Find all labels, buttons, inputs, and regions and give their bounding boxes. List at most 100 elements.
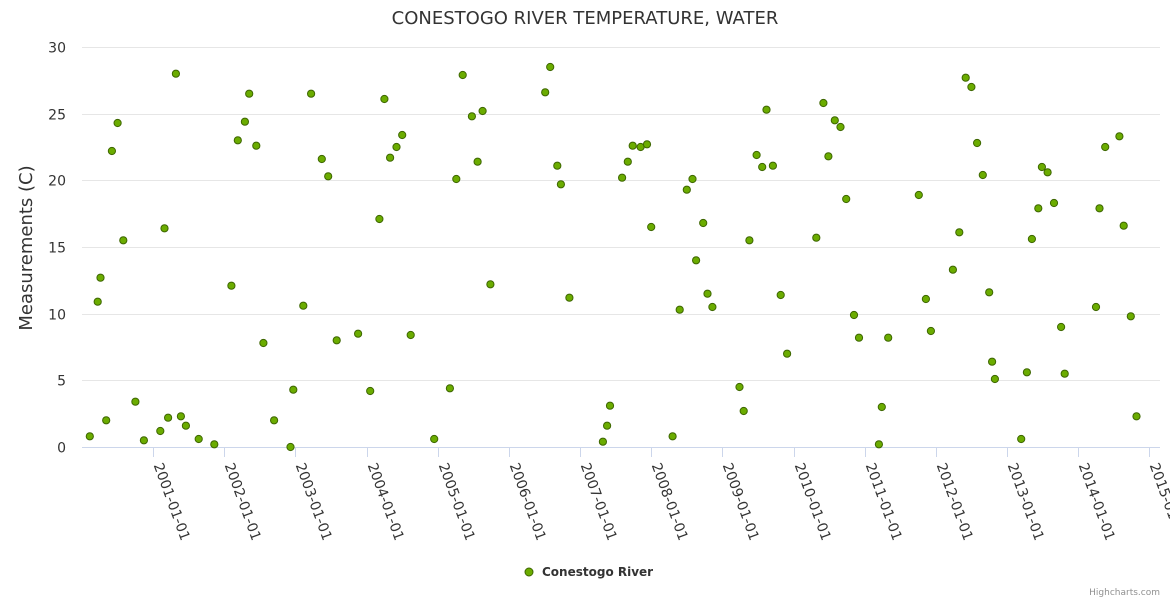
data-point[interactable] (307, 89, 316, 98)
data-point[interactable] (978, 170, 987, 180)
data-point[interactable] (745, 236, 754, 245)
credits-link[interactable]: Highcharts.com (1089, 588, 1160, 598)
data-point[interactable] (332, 336, 341, 345)
data-point[interactable] (406, 330, 415, 340)
data-point[interactable] (752, 150, 761, 160)
legend-label[interactable]: Conestogo River (542, 565, 653, 579)
data-point[interactable] (1017, 434, 1026, 444)
data-point[interactable] (445, 384, 454, 393)
data-point[interactable] (240, 117, 249, 126)
data-point[interactable] (884, 333, 893, 342)
data-point[interactable] (675, 305, 684, 314)
data-point[interactable] (836, 122, 845, 132)
data-point[interactable] (164, 413, 173, 422)
data-point[interactable] (1057, 322, 1066, 332)
data-point[interactable] (1060, 369, 1069, 378)
data-point[interactable] (259, 338, 268, 348)
data-point[interactable] (842, 194, 851, 204)
data-point[interactable] (874, 440, 884, 449)
data-point[interactable] (96, 273, 105, 282)
data-point[interactable] (380, 94, 389, 104)
data-point[interactable] (366, 386, 375, 396)
data-point[interactable] (688, 174, 697, 184)
data-point[interactable] (541, 88, 550, 97)
data-point[interactable] (324, 172, 333, 181)
data-point[interactable] (1101, 142, 1110, 152)
data-point[interactable] (628, 141, 637, 150)
data-point[interactable] (398, 130, 407, 140)
data-point[interactable] (85, 432, 94, 441)
data-point[interactable] (194, 434, 203, 444)
data-point[interactable] (708, 302, 717, 312)
data-point[interactable] (467, 112, 476, 121)
data-point[interactable] (289, 385, 298, 394)
data-point[interactable] (299, 301, 308, 310)
data-point[interactable] (486, 280, 495, 289)
data-point[interactable] (1091, 302, 1101, 312)
data-point[interactable] (392, 142, 401, 152)
data-point[interactable] (758, 162, 767, 172)
data-point[interactable] (812, 233, 821, 242)
data-point[interactable] (642, 140, 652, 149)
data-point[interactable] (921, 294, 931, 304)
data-point[interactable] (762, 105, 771, 114)
data-point[interactable] (556, 180, 566, 189)
data-point[interactable] (914, 190, 923, 200)
data-point[interactable] (176, 412, 185, 421)
data-point[interactable] (478, 106, 487, 116)
legend-marker[interactable] (524, 567, 534, 577)
data-point[interactable] (181, 421, 190, 430)
data-point[interactable] (967, 82, 976, 92)
data-point[interactable] (830, 116, 839, 125)
data-point[interactable] (849, 310, 859, 320)
data-point[interactable] (546, 62, 555, 72)
data-point[interactable] (668, 432, 677, 441)
data-point[interactable] (252, 141, 261, 150)
data-point[interactable] (1037, 162, 1047, 172)
data-point[interactable] (270, 416, 279, 425)
data-point[interactable] (768, 161, 778, 170)
data-point[interactable] (1049, 198, 1059, 208)
data-point[interactable] (824, 152, 833, 161)
data-point[interactable] (286, 442, 295, 452)
data-point[interactable] (618, 173, 627, 182)
data-point[interactable] (598, 437, 608, 446)
data-point[interactable] (375, 214, 384, 224)
data-point[interactable] (160, 224, 169, 233)
data-point[interactable] (1115, 132, 1124, 141)
data-point[interactable] (139, 436, 148, 445)
data-point[interactable] (553, 161, 562, 170)
data-point[interactable] (699, 218, 708, 228)
data-point[interactable] (131, 397, 140, 406)
data-point[interactable] (113, 118, 122, 128)
data-point[interactable] (955, 228, 964, 237)
data-point[interactable] (776, 290, 785, 300)
data-point[interactable] (961, 73, 970, 82)
data-point[interactable] (473, 157, 482, 166)
data-point[interactable] (948, 265, 958, 274)
data-point[interactable] (735, 382, 744, 392)
data-point[interactable] (1043, 168, 1052, 177)
data-point[interactable] (430, 434, 439, 444)
data-point[interactable] (985, 288, 994, 297)
data-point[interactable] (210, 440, 219, 449)
data-point[interactable] (682, 185, 691, 194)
data-point[interactable] (1022, 368, 1032, 377)
data-point[interactable] (227, 281, 236, 290)
data-point[interactable] (107, 146, 117, 156)
data-point[interactable] (605, 401, 615, 410)
data-point[interactable] (156, 426, 165, 436)
data-point[interactable] (819, 98, 828, 108)
data-point[interactable] (452, 174, 461, 184)
data-point[interactable] (783, 349, 792, 358)
data-point[interactable] (386, 153, 395, 162)
data-point[interactable] (317, 154, 326, 164)
data-point[interactable] (647, 222, 656, 232)
data-point[interactable] (703, 289, 712, 298)
data-point[interactable] (603, 421, 612, 430)
data-point[interactable] (102, 416, 111, 425)
data-point[interactable] (1027, 234, 1037, 244)
data-point[interactable] (1132, 412, 1141, 421)
data-point[interactable] (990, 374, 1000, 384)
data-point[interactable] (458, 70, 467, 80)
